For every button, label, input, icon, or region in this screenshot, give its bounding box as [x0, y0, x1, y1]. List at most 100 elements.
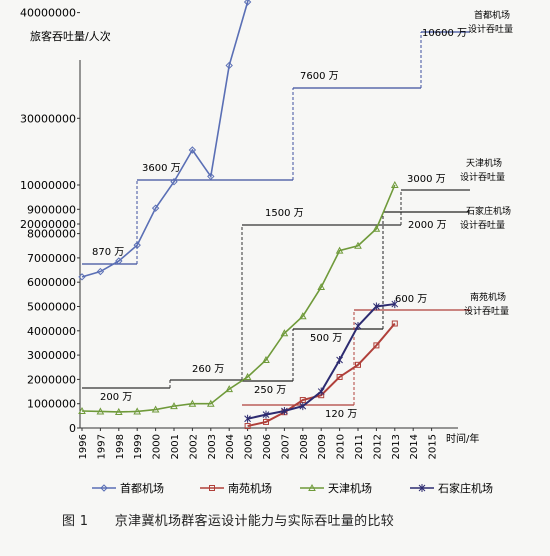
figure-number: 图 1 [62, 514, 89, 529]
data-point [78, 273, 86, 281]
x-axis-title: 时间/年 [446, 432, 479, 445]
x-tick-label: 2000 [152, 434, 163, 459]
legend-item: 南苑机场 [200, 481, 272, 495]
data-point [354, 321, 362, 330]
design-capacity-airport-label: 设计吞吐量 [464, 305, 509, 317]
y-axis-title: 旅客吞吐量/人次 [30, 29, 111, 43]
design-capacity-value-label: 3000 万 [407, 174, 446, 185]
design-capacity-airport-label: 设计吞吐量 [460, 219, 505, 231]
x-tick-label: 2009 [317, 434, 328, 459]
design-capacity-lines: 870 万 3600 万 7600 万 10600 万 200 万 260 万 1500 万… [82, 9, 513, 420]
data-point [100, 484, 108, 492]
y-tick-label: 9000000 [27, 203, 76, 216]
design-capacity-value-label: 3600 万 [142, 163, 181, 174]
data-point [390, 180, 399, 188]
legend-label: 石家庄机场 [438, 481, 493, 495]
design-capacity-value-label: 1500 万 [265, 208, 304, 219]
design-capacity-airport-label: 设计吞吐量 [460, 171, 505, 183]
data-point [244, 423, 251, 430]
data-point [151, 405, 160, 413]
data-point [263, 418, 269, 425]
data-point [225, 385, 234, 393]
legend-item: 天津机场 [300, 481, 372, 495]
series-lines [78, 0, 399, 430]
design-capacity-value-label: 870 万 [92, 247, 124, 258]
legend-label: 首都机场 [120, 481, 164, 495]
series-star [244, 300, 399, 423]
data-point [317, 283, 326, 291]
series-line [247, 303, 395, 420]
data-point [317, 387, 325, 396]
design-capacity-airport-label: 设计吞吐量 [468, 23, 513, 35]
data-point [372, 224, 381, 232]
x-tick-label: 2007 [280, 434, 291, 459]
x-tick-label: 2004 [225, 434, 236, 459]
design-capacity-value-label: 10600 万 [422, 28, 467, 39]
design-capacity-airport-label: 南苑机场 [470, 291, 506, 303]
x-tick-label: 1999 [133, 434, 144, 459]
y-tick-label: 6000000 [27, 276, 76, 289]
data-point [281, 406, 288, 415]
data-point [244, 414, 251, 423]
x-tick-label: 2008 [299, 434, 310, 459]
data-point [170, 402, 178, 410]
design-capacity-airport-label: 天津机场 [466, 157, 502, 169]
data-point [354, 241, 362, 249]
design-capacity-value-label: 200 万 [100, 392, 132, 403]
data-point [115, 257, 123, 265]
design-capacity-value-label: 2000 万 [408, 220, 447, 231]
design-capacity-value-label: 260 万 [192, 364, 224, 375]
y-tick-label: 4000000 [27, 325, 76, 338]
x-tick-label: 2010 [336, 434, 347, 459]
data-point [133, 407, 142, 415]
data-point [243, 0, 252, 6]
design-capacity-airport-label: 首都机场 [474, 9, 510, 21]
data-point [355, 361, 361, 368]
data-point [336, 373, 343, 380]
x-tick-label: 2002 [188, 434, 199, 459]
design-capacity-value-label: 120 万 [325, 409, 357, 420]
x-tick-label: 1997 [96, 434, 107, 459]
data-point [78, 406, 86, 414]
data-point [391, 300, 399, 309]
x-tick-label: 1996 [78, 434, 89, 459]
y-tick-label: 1000000 [27, 398, 76, 411]
series-triangle [78, 180, 399, 415]
legend-label: 天津机场 [328, 481, 372, 495]
y-tick-label: 3000000 [27, 349, 76, 362]
data-point [298, 312, 307, 320]
data-point [96, 407, 105, 415]
x-tick-label: 2006 [262, 434, 273, 459]
design-capacity-value-label: 600 万 [395, 294, 427, 305]
y-tick-label: 20000000 [20, 218, 76, 231]
data-point [209, 485, 215, 491]
x-tick-label: 2011 [354, 434, 365, 459]
legend: 首都机场 南苑机场 天津机场 石家庄机场 [92, 481, 493, 495]
data-point [418, 484, 426, 492]
x-tick-label: 2015 [428, 434, 439, 459]
data-point [308, 483, 316, 491]
x-tick-label: 2001 [170, 434, 181, 459]
data-point [96, 267, 105, 276]
x-tick-label: 2013 [391, 434, 402, 459]
data-point [225, 61, 233, 70]
data-point [151, 204, 160, 212]
data-point [133, 241, 141, 249]
data-point [188, 146, 197, 154]
series-diamond [78, 0, 252, 281]
y-tick-label: 5000000 [27, 301, 76, 314]
data-point [335, 246, 344, 254]
figure-caption: 图 1 京津冀机场群客运设计能力与实际吞吐量的比较 [62, 510, 532, 529]
y-tick-label: 0 [69, 422, 76, 435]
y-tick-label: 40000000 [20, 7, 76, 20]
x-tick-label: 1998 [115, 434, 126, 459]
data-point [391, 320, 398, 327]
data-point [206, 399, 215, 407]
design-capacity-value-label: 500 万 [310, 333, 342, 344]
data-point [336, 355, 343, 364]
figure-title: 京津冀机场群客运设计能力与实际吞吐量的比较 [114, 514, 395, 529]
series-line [81, 0, 249, 278]
data-point [207, 172, 215, 181]
